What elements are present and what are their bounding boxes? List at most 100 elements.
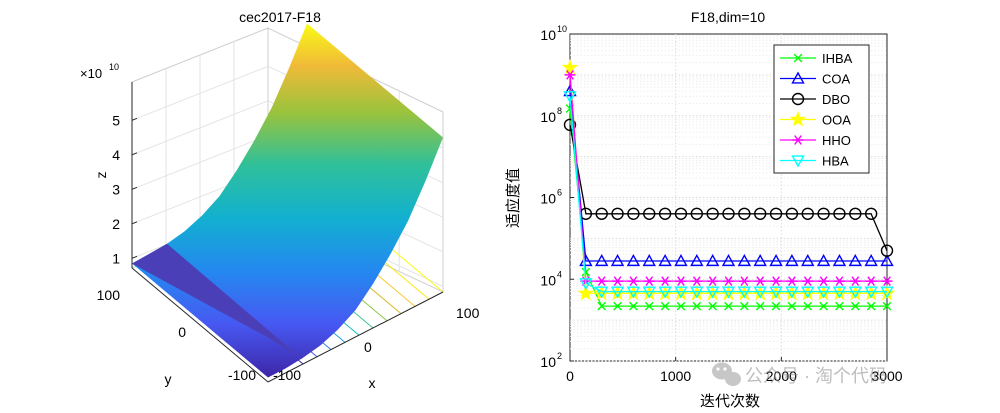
legend-label: DBO bbox=[822, 92, 850, 107]
data-point bbox=[658, 286, 672, 299]
legend-marker bbox=[791, 71, 805, 84]
z-tick-label: 2 bbox=[112, 216, 120, 232]
surface-axes-edges bbox=[131, 82, 444, 383]
data-point bbox=[802, 276, 814, 286]
series-line bbox=[569, 124, 888, 251]
data-point bbox=[643, 276, 655, 286]
data-point bbox=[629, 301, 638, 311]
data-point bbox=[595, 286, 609, 299]
y-tick-exponent: 4 bbox=[557, 269, 562, 279]
x-ticks: 0 1000 2000 3000 bbox=[566, 357, 903, 384]
z-exponent-base: ×10 bbox=[80, 66, 102, 81]
z-tick-mark bbox=[131, 221, 138, 225]
legend-label: IHBA bbox=[822, 51, 853, 66]
z-tick-mark bbox=[131, 152, 138, 156]
data-point bbox=[563, 118, 577, 132]
legend-item-coa: COA bbox=[780, 72, 851, 87]
y-tick-exponent: 8 bbox=[557, 106, 562, 116]
data-point bbox=[740, 301, 749, 311]
x-tick-label: 3000 bbox=[871, 368, 902, 384]
data-point bbox=[755, 301, 765, 311]
z-exponent-power: 10 bbox=[109, 62, 119, 72]
series-dbo bbox=[563, 118, 894, 257]
data-point bbox=[674, 286, 688, 299]
z-tick-label: 5 bbox=[112, 112, 120, 128]
data-point bbox=[563, 91, 577, 104]
data-point bbox=[721, 254, 736, 267]
data-point bbox=[785, 286, 799, 299]
data-point bbox=[627, 207, 640, 220]
legend-marker bbox=[793, 53, 803, 63]
data-point bbox=[801, 207, 814, 220]
data-point bbox=[595, 207, 608, 220]
data-point bbox=[881, 276, 893, 286]
watermark-text: 公众号 · 淘个代码 bbox=[745, 366, 887, 386]
data-point bbox=[690, 207, 703, 220]
data-point bbox=[579, 278, 593, 291]
convergence-ylabel: 适应度值 bbox=[504, 168, 522, 228]
data-point bbox=[674, 254, 688, 267]
z-tick-label: 1 bbox=[112, 250, 120, 266]
convergence-xlabel: 迭代次数 bbox=[700, 393, 760, 410]
data-point bbox=[660, 301, 670, 311]
y-axis-edge bbox=[131, 267, 269, 383]
data-point bbox=[864, 254, 878, 267]
legend-marker bbox=[792, 135, 804, 145]
data-point bbox=[865, 276, 877, 286]
x-tick-0: 0 bbox=[364, 339, 372, 355]
y-tick-exponent: 2 bbox=[557, 351, 562, 361]
data-point bbox=[612, 276, 624, 286]
data-point bbox=[674, 207, 688, 220]
data-point bbox=[706, 207, 719, 220]
data-point bbox=[833, 276, 845, 286]
x-tick-neg100: -100 bbox=[273, 367, 301, 383]
legend-marker bbox=[791, 92, 805, 106]
series-layer bbox=[561, 59, 896, 311]
series-line bbox=[569, 96, 887, 293]
data-point bbox=[738, 276, 750, 286]
y-axis-label: y bbox=[165, 371, 172, 387]
data-point bbox=[866, 301, 876, 311]
data-point bbox=[833, 207, 846, 220]
y-tick-label: 10 bbox=[540, 272, 556, 288]
legend-item-ihba: IHBA bbox=[780, 51, 853, 66]
x-tick-label: 1000 bbox=[660, 368, 691, 384]
data-point bbox=[658, 207, 672, 220]
data-point bbox=[676, 301, 686, 311]
z-tick-label: 4 bbox=[112, 147, 120, 163]
data-point bbox=[613, 301, 622, 311]
data-point bbox=[848, 286, 862, 299]
data-point bbox=[692, 301, 702, 311]
data-point bbox=[880, 286, 894, 299]
data-point bbox=[597, 301, 607, 311]
data-point bbox=[596, 276, 608, 286]
data-point bbox=[801, 286, 815, 299]
legend: IHBA COA DBO OOA HHO HBA bbox=[773, 44, 870, 174]
data-point bbox=[769, 254, 783, 267]
data-point bbox=[626, 254, 641, 267]
data-point bbox=[705, 254, 720, 267]
data-point bbox=[724, 301, 733, 311]
data-point bbox=[722, 207, 735, 220]
legend-label: OOA bbox=[822, 113, 851, 128]
series-hba bbox=[563, 91, 894, 299]
wechat-icon bbox=[712, 362, 741, 386]
data-point bbox=[675, 276, 687, 286]
legend-box bbox=[773, 44, 870, 174]
data-point bbox=[882, 301, 892, 311]
data-point bbox=[785, 254, 799, 267]
data-point bbox=[849, 207, 862, 220]
data-point bbox=[561, 59, 579, 75]
z-ticks: 1 2 3 4 5 bbox=[112, 112, 138, 266]
data-point bbox=[644, 301, 654, 311]
data-point bbox=[753, 286, 767, 299]
legend-label: HHO bbox=[822, 133, 851, 148]
x-tick-label: 2000 bbox=[766, 368, 797, 384]
data-point bbox=[850, 301, 860, 311]
data-point bbox=[786, 276, 798, 286]
x-tick-100: 100 bbox=[456, 305, 480, 321]
data-point bbox=[642, 254, 656, 267]
convergence-title: F18,dim=10 bbox=[691, 9, 766, 25]
z-tick-label: 3 bbox=[112, 181, 120, 197]
legend-item-hba: HBA bbox=[780, 154, 849, 169]
